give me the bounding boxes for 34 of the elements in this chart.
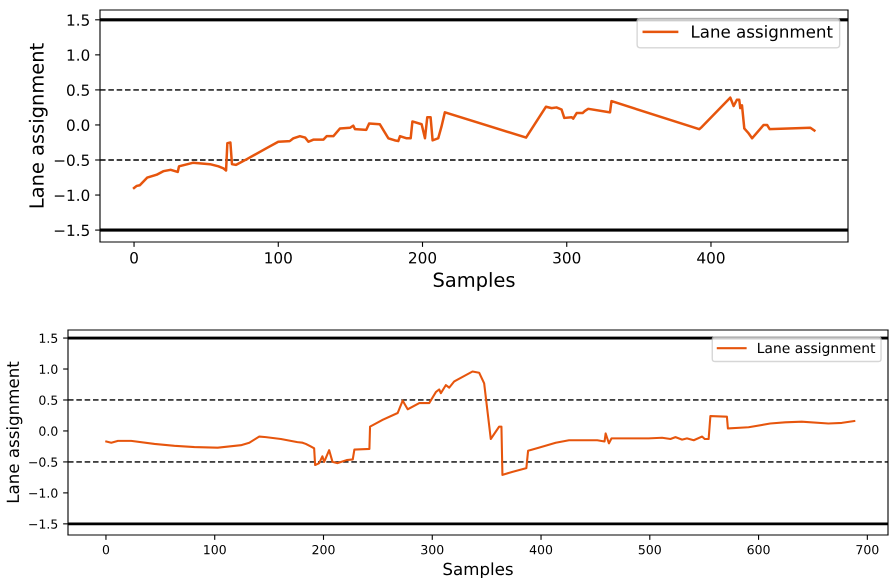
y-tick-label: −1.0	[54, 190, 90, 202]
x-tick-label: 600	[748, 544, 770, 554]
y-tick-label: 1.5	[68, 14, 89, 26]
x-tick-label: 100	[204, 544, 226, 554]
line-series	[132, 96, 816, 190]
x-tick-label: 400	[697, 252, 725, 264]
y-tick-label: −1.5	[29, 519, 58, 529]
x-tick-label: 300	[553, 252, 580, 264]
y-tick-label: 0.5	[66, 84, 89, 96]
legend-label: Lane assignment	[692, 25, 833, 42]
x-tick-label: 300	[421, 544, 444, 554]
y-tick-label: 0.0	[39, 426, 58, 436]
y-tick-label: −1.0	[29, 488, 58, 498]
legend-label: Lane assignment	[758, 342, 876, 356]
y-tick-label: 1.0	[68, 49, 90, 61]
y-tick-label: −0.5	[29, 457, 58, 467]
y-tick-label: 1.5	[40, 334, 58, 343]
y-tick-label: 0.5	[39, 395, 58, 405]
x-tick-label: 100	[265, 252, 292, 264]
line-series	[105, 370, 856, 476]
x-axis-title: Samples	[434, 272, 515, 291]
y-tick-label: 0.0	[66, 119, 90, 131]
y-axis-title: Lane assignment	[6, 362, 22, 502]
x-tick-label: 700	[856, 544, 878, 554]
x-tick-label: 500	[638, 544, 661, 554]
x-tick-label: 200	[409, 252, 436, 264]
x-tick-label: 0	[130, 252, 138, 264]
y-axis-title: Lane assignment	[28, 43, 48, 208]
x-tick-label: 0	[102, 544, 110, 554]
x-tick-label: 400	[530, 544, 552, 554]
x-tick-label: 200	[312, 544, 335, 554]
y-tick-label: −0.5	[54, 154, 89, 166]
y-tick-label: 1.0	[40, 364, 58, 374]
y-tick-label: −1.5	[54, 224, 89, 236]
